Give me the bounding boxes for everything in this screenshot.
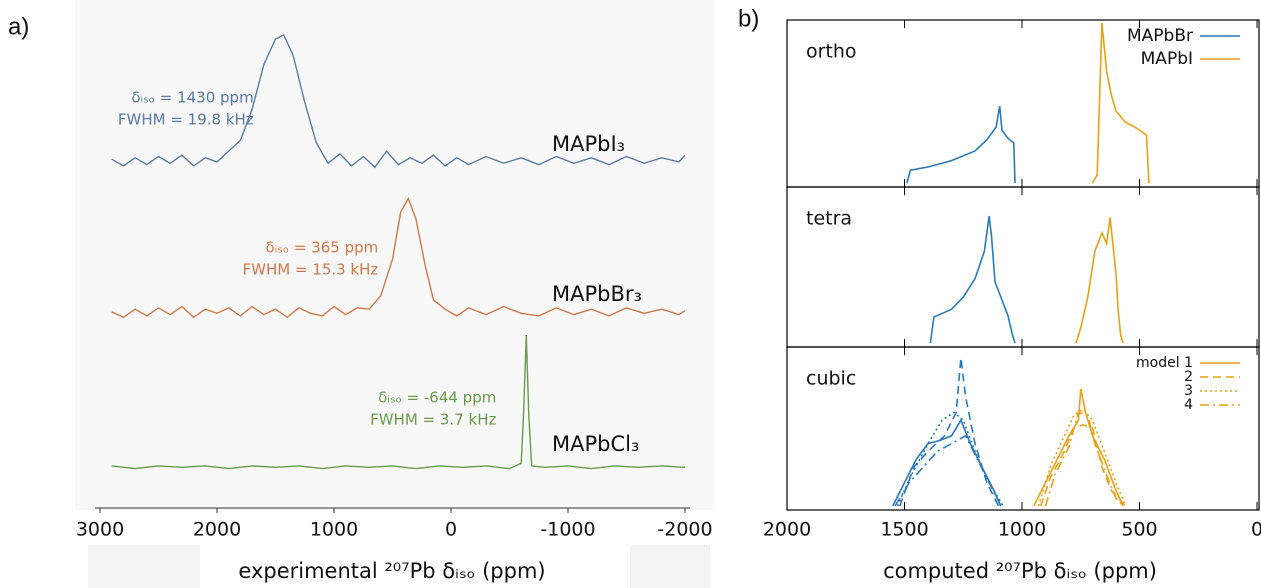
- annotation: δᵢₛₒ = 365 ppm: [265, 239, 378, 257]
- annotation: FWHM = 19.8 kHz: [118, 111, 254, 129]
- shade: [88, 545, 200, 588]
- series-label: MAPbI₃: [552, 132, 625, 156]
- panel-label: b): [738, 5, 759, 32]
- legend-label: 2: [1184, 369, 1193, 385]
- series-label: MAPbCl₃: [552, 432, 639, 456]
- legend-label: 4: [1184, 397, 1193, 413]
- spectrum: [1040, 424, 1126, 507]
- spectrum: [929, 215, 1016, 344]
- spectrum: [892, 418, 1002, 507]
- x-tick-label: 1500: [880, 519, 928, 541]
- annotation: δᵢₛₒ = 1430 ppm: [131, 89, 253, 107]
- annotation: FWHM = 3.7 kHz: [370, 411, 496, 429]
- x-tick-label: 500: [1121, 519, 1157, 541]
- panel-name: cubic: [806, 368, 856, 390]
- legend-label: 3: [1184, 383, 1193, 399]
- x-tick-label: -1000: [540, 519, 595, 541]
- spectrum: [1075, 217, 1124, 344]
- annotation: FWHM = 15.3 kHz: [242, 261, 378, 279]
- annotation: δᵢₛₒ = -644 ppm: [378, 389, 496, 407]
- series-label: MAPbBr₃: [552, 282, 642, 306]
- panel-a-background: [75, 0, 715, 510]
- x-tick-label: 2000: [193, 519, 241, 541]
- x-tick-label: 0: [445, 519, 457, 541]
- x-tick-label: 1000: [998, 519, 1046, 541]
- spectrum: [111, 334, 686, 470]
- spectrum: [111, 196, 686, 319]
- spectrum: [906, 106, 1016, 184]
- panel-label: a): [8, 13, 29, 40]
- x-axis-label: experimental ²⁰⁷Pb δᵢₛₒ (ppm): [238, 559, 545, 583]
- spectrum: [1033, 388, 1124, 507]
- x-axis-label: computed ²⁰⁷Pb δᵢₛₒ (ppm): [883, 559, 1157, 583]
- panel-name: ortho: [806, 41, 857, 63]
- shade: [630, 545, 710, 588]
- spectrum: [1091, 22, 1150, 184]
- x-tick-label: 2000: [763, 519, 811, 541]
- x-tick-label: -2000: [657, 519, 712, 541]
- spectrum: [896, 411, 1004, 507]
- legend-label: MAPbBr: [1127, 26, 1193, 46]
- legend-label: MAPbI: [1141, 49, 1193, 69]
- spectrum: [1044, 411, 1124, 507]
- spectrum: [111, 34, 686, 169]
- x-tick-label: 3000: [76, 519, 124, 541]
- panel-frame: [786, 346, 1260, 511]
- panel-name: tetra: [806, 208, 852, 230]
- panel-frame: [786, 186, 1260, 348]
- legend-label: model 1: [1136, 355, 1193, 371]
- spectrum: [899, 357, 1000, 507]
- x-tick-label: 0: [1251, 519, 1261, 541]
- x-tick-label: 1000: [310, 519, 358, 541]
